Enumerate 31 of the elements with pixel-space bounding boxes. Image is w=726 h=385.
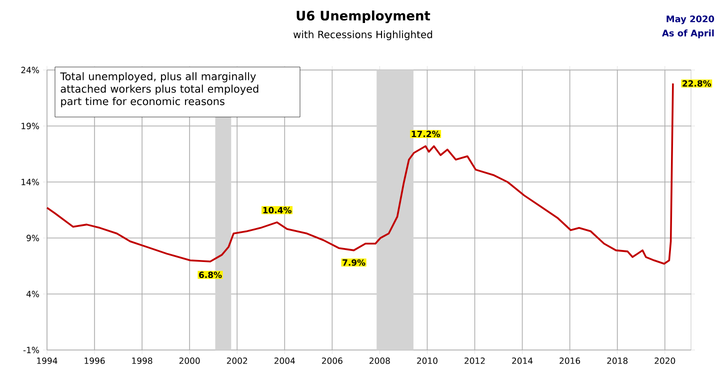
annotation: 6.8% — [199, 272, 222, 278]
x-tick-label: 2008 — [370, 358, 390, 364]
x-tick-label: 2020 — [654, 358, 676, 364]
annotation: 7.9% — [342, 259, 366, 266]
chart-subtitle: with Recessions Highlighted — [293, 30, 432, 40]
chart-title: U6 Unemployment — [296, 10, 430, 24]
text: As of April — [662, 30, 714, 38]
x-tick-label: 2006 — [322, 358, 342, 364]
x-tick-label: 2018 — [607, 358, 628, 364]
y-tick-label: 14% — [22, 178, 40, 186]
y-tick-label: 9% — [26, 234, 40, 242]
x-tick-label: 2012 — [464, 358, 485, 364]
text: May 2020 — [666, 16, 714, 24]
x-tick-label: 2004 — [274, 358, 295, 364]
annotation: 22.8% — [682, 80, 712, 87]
line-series — [46, 82, 674, 265]
y-tick-label: 24% — [21, 66, 40, 74]
annotation: Total unemployed, plus all marginally attached workers plus total employed part time for economic reasons — [60, 72, 258, 108]
y-tick-label: 4% — [26, 290, 40, 298]
x-tick-label: 1994 — [37, 358, 58, 364]
x-tick-label: 2014 — [512, 358, 533, 364]
x-tick-label: 2000 — [179, 358, 200, 364]
y-tick-label: 19% — [22, 122, 40, 130]
x-tick-label: 2016 — [560, 358, 580, 364]
y-tick-label: -1% — [23, 346, 40, 354]
x-tick-label: 2010 — [417, 358, 438, 364]
x-tick-label: 1998 — [132, 358, 152, 364]
x-tick-label: 1996 — [84, 358, 105, 364]
x-tick-label: 2002 — [226, 358, 248, 364]
annotation: 10.4% — [263, 206, 292, 214]
annotation: 17.2% — [412, 130, 440, 138]
